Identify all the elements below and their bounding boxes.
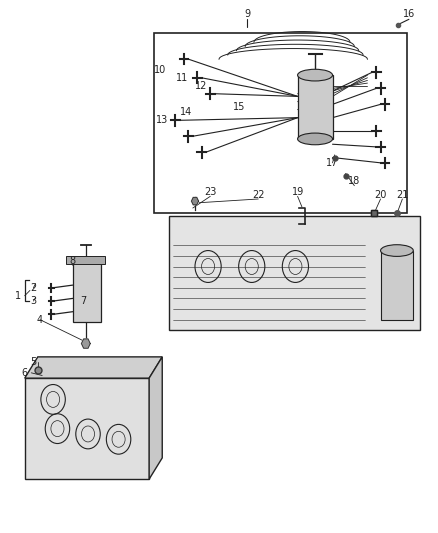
Text: 17: 17 bbox=[326, 158, 339, 168]
Text: 7: 7 bbox=[81, 296, 87, 306]
Bar bbox=[381, 251, 413, 320]
Text: 18: 18 bbox=[348, 176, 360, 187]
Polygon shape bbox=[169, 216, 420, 330]
Bar bbox=[297, 75, 332, 139]
Text: 6: 6 bbox=[21, 368, 28, 378]
Text: 1: 1 bbox=[15, 290, 21, 301]
Polygon shape bbox=[25, 378, 149, 479]
Text: 22: 22 bbox=[252, 190, 265, 200]
Text: 5: 5 bbox=[30, 357, 36, 367]
Text: 19: 19 bbox=[291, 187, 304, 197]
Text: 10: 10 bbox=[154, 65, 166, 75]
Text: 23: 23 bbox=[204, 187, 216, 197]
Ellipse shape bbox=[381, 245, 413, 256]
Text: 16: 16 bbox=[403, 9, 415, 19]
Text: 12: 12 bbox=[195, 81, 208, 91]
Text: 2: 2 bbox=[30, 283, 36, 293]
Text: 21: 21 bbox=[396, 190, 409, 200]
Polygon shape bbox=[191, 197, 198, 205]
Text: 15: 15 bbox=[233, 102, 245, 112]
Bar bbox=[73, 261, 101, 322]
Polygon shape bbox=[25, 357, 162, 378]
Text: 4: 4 bbox=[37, 314, 43, 325]
Polygon shape bbox=[81, 339, 90, 348]
Text: 14: 14 bbox=[180, 107, 192, 117]
Text: 13: 13 bbox=[156, 115, 168, 125]
Text: 3: 3 bbox=[30, 296, 36, 306]
Polygon shape bbox=[149, 357, 162, 479]
Text: 20: 20 bbox=[374, 190, 387, 200]
Ellipse shape bbox=[297, 133, 332, 145]
Bar bbox=[66, 256, 106, 264]
Text: 8: 8 bbox=[70, 256, 76, 266]
Ellipse shape bbox=[297, 69, 332, 81]
Text: 9: 9 bbox=[244, 9, 251, 19]
Text: 11: 11 bbox=[176, 73, 188, 83]
Bar bbox=[153, 33, 407, 213]
